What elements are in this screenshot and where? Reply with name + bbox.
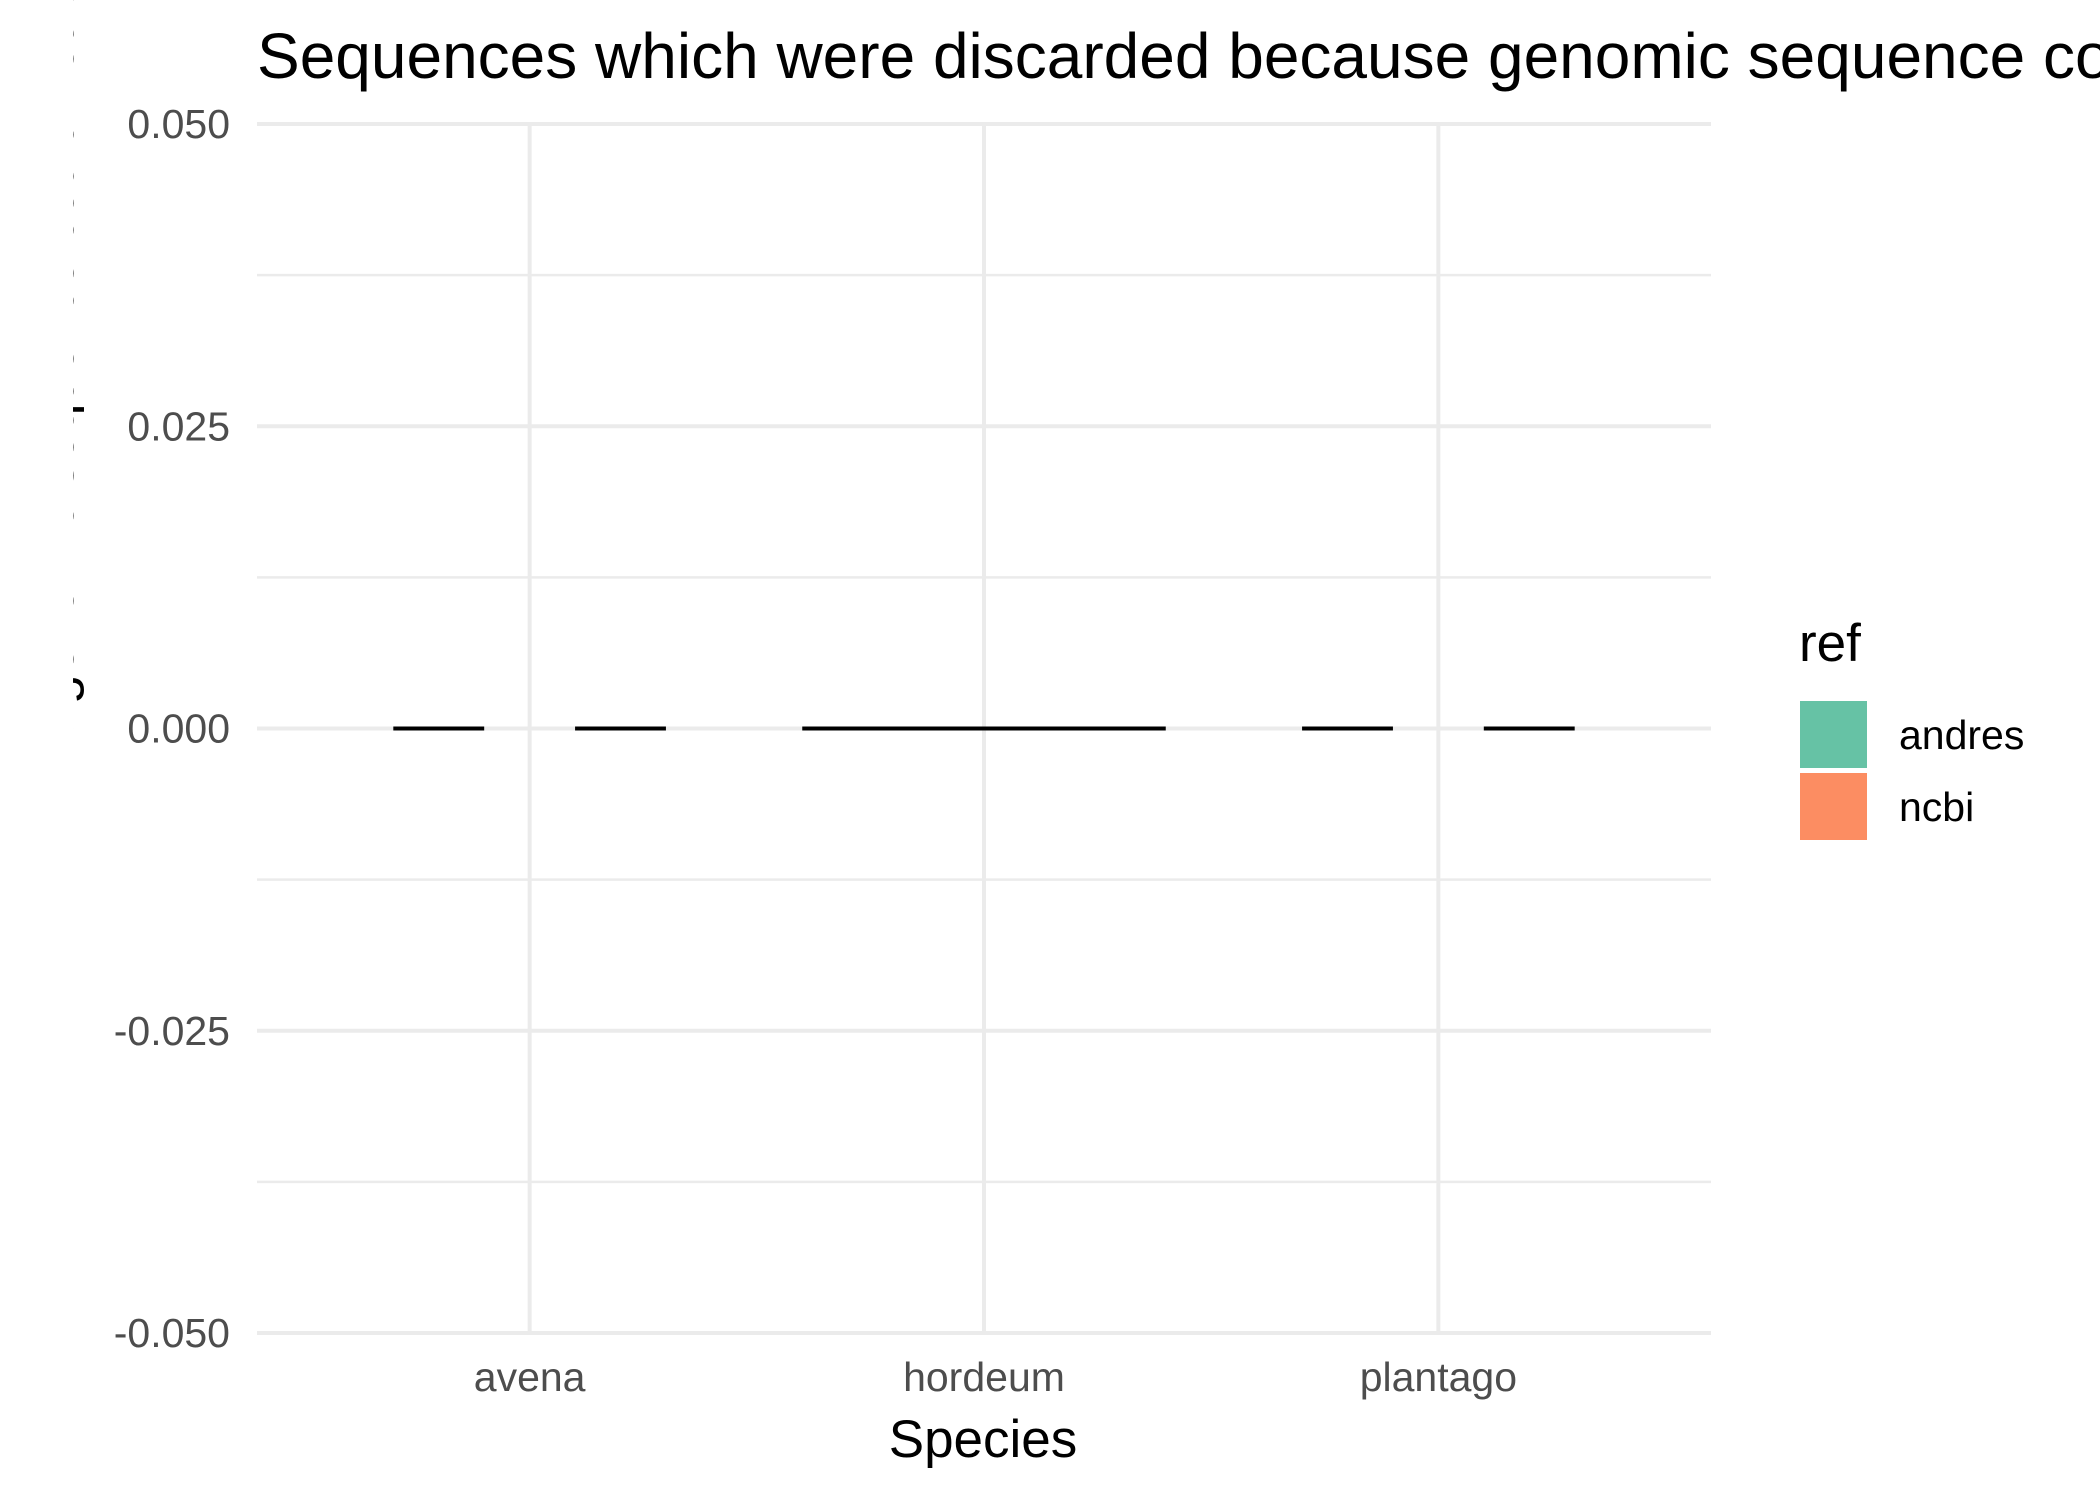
y-tick-label: -0.050 — [114, 1310, 230, 1356]
y-tick-label: 0.000 — [127, 706, 230, 752]
y-tick-label: -0.025 — [114, 1008, 230, 1054]
legend-label-andres: andres — [1899, 712, 2024, 758]
x-tick-label: hordeum — [903, 1354, 1065, 1400]
legend-key-andres — [1800, 701, 1867, 768]
x-axis-ticks: avena hordeum plantago — [474, 1354, 1517, 1400]
y-tick-label: 0.050 — [127, 101, 230, 147]
y-axis-title: Sequences which were discarded because g… — [26, 0, 85, 1500]
y-axis-ticks: -0.050 -0.025 0.000 0.025 0.050 — [114, 101, 230, 1356]
legend-key-ncbi — [1800, 773, 1867, 840]
legend-title: ref — [1799, 614, 1861, 673]
y-tick-label: 0.025 — [127, 403, 230, 449]
legend-label-ncbi: ncbi — [1899, 784, 1974, 830]
chart-title: Sequences which were discarded because g… — [257, 20, 2100, 92]
legend: ref andres ncbi — [1799, 614, 2024, 840]
x-axis-title: Species — [889, 1410, 1078, 1469]
x-tick-label: plantago — [1360, 1354, 1517, 1400]
x-tick-label: avena — [474, 1354, 586, 1400]
